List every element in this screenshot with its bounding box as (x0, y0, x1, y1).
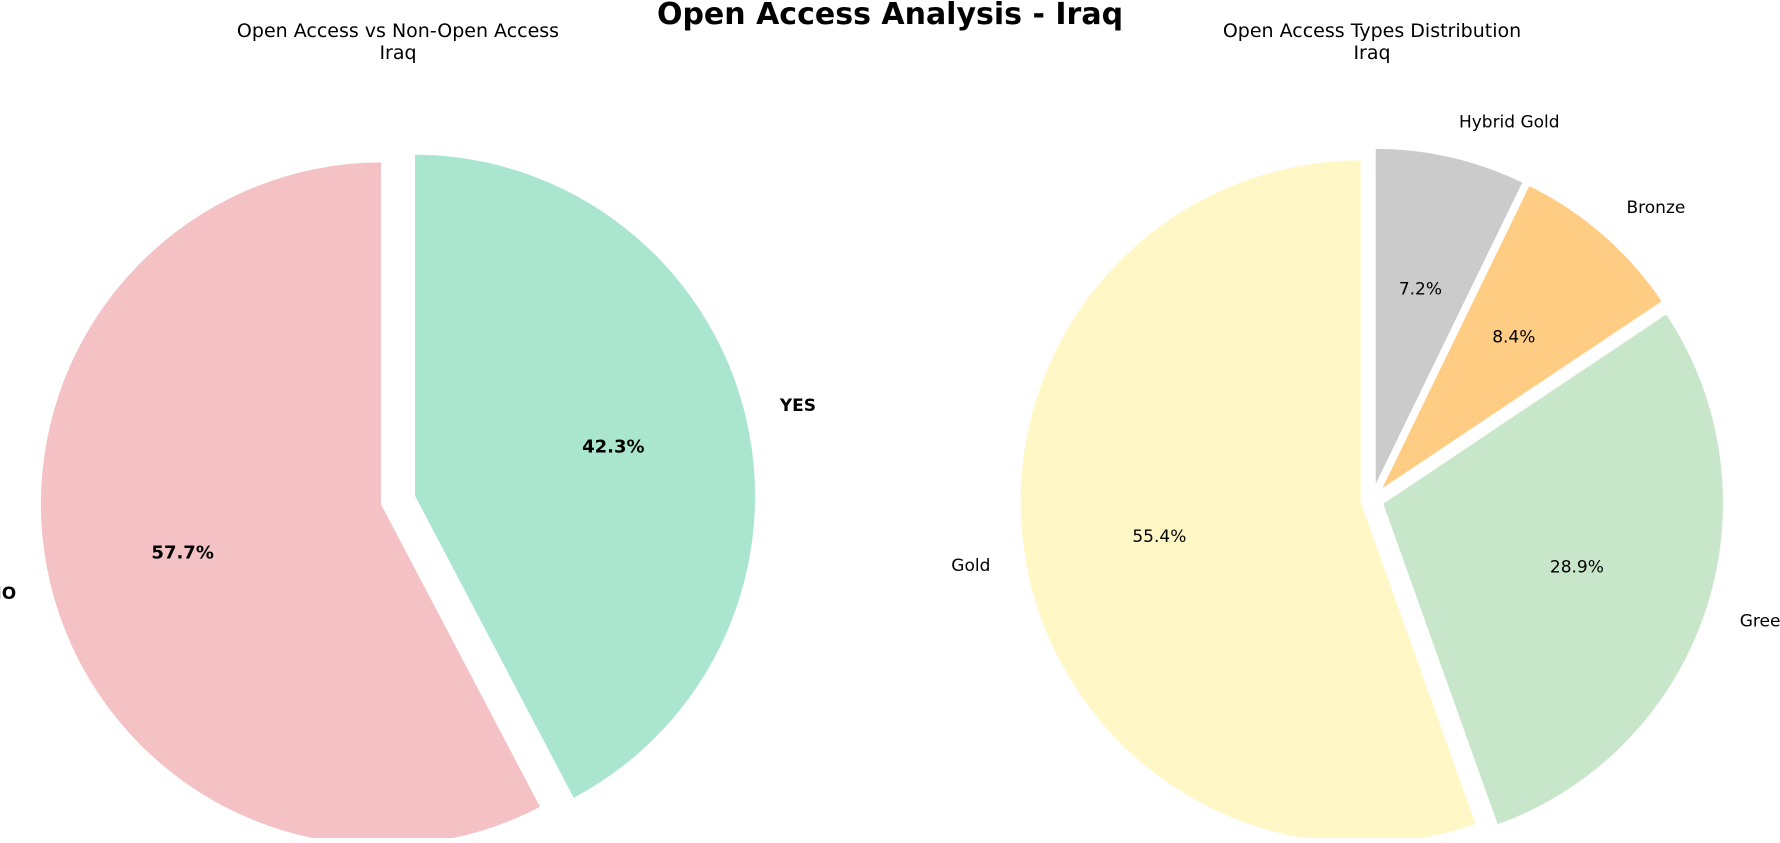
pie-chart-open-access: Open Access vs Non-Open Access Iraq 42.3… (0, 20, 816, 843)
pie-pct-label-no: 57.7% (151, 543, 213, 564)
pie-slices: 42.3% YES 57.7% NO (0, 151, 816, 843)
pie-pct-label-green: 28.9% (1550, 558, 1604, 578)
pie-category-label-green: Green (1740, 612, 1780, 632)
pie-chart-oa-types: Open Access Types Distribution Iraq 7.2%… (951, 20, 1780, 843)
pie-title-line1: Open Access vs Non-Open Access (237, 20, 559, 42)
pie-title-line2: Iraq (379, 42, 416, 64)
pie-slice-bronze (1374, 182, 1666, 497)
pie-category-label-no: NO (0, 584, 16, 604)
pie-pct-label-yes: 42.3% (582, 436, 644, 457)
pie-title-line1: Open Access Types Distribution (1223, 20, 1521, 42)
pie-category-label-hybrid-gold: Hybrid Gold (1459, 113, 1560, 133)
pie-slices: 7.2% Hybrid Gold 8.4% Bronze 28.9% Green 55.4%… (951, 113, 1780, 843)
pie-slice-hybrid-gold (1372, 145, 1527, 491)
pie-slice-no (37, 159, 545, 843)
pie-category-label-gold: Gold (951, 556, 990, 576)
figure-title: Open Access Analysis - Iraq (657, 0, 1123, 32)
pie-slice-yes (412, 151, 758, 802)
pie-pct-label-hybrid-gold: 7.2% (1399, 280, 1442, 300)
pie-slice-green (1379, 310, 1726, 829)
pie-pct-label-bronze: 8.4% (1492, 327, 1535, 347)
pie-category-label-yes: YES (779, 396, 816, 416)
pie-pct-label-gold: 55.4% (1132, 527, 1186, 547)
pie-title-line2: Iraq (1353, 42, 1390, 64)
pie-category-label-bronze: Bronze (1627, 198, 1686, 218)
